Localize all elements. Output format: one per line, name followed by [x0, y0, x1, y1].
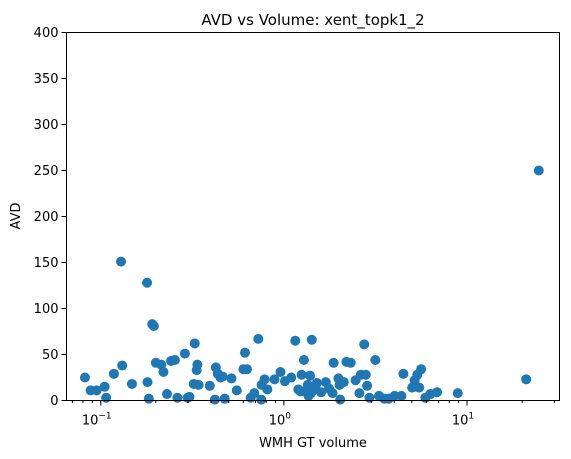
x-axis-label: WMH GT volume: [259, 436, 367, 451]
data-point-52: [290, 335, 301, 346]
data-point-72: [335, 394, 346, 405]
data-point-49: [275, 366, 286, 377]
x-tick-label-2: 101: [452, 412, 474, 429]
data-point-6: [116, 256, 127, 267]
data-point-5: [108, 368, 119, 379]
data-point-9: [142, 277, 153, 288]
data-point-89: [398, 368, 409, 379]
chart-title: AVD vs Volume: xent_topk1_2: [201, 11, 424, 30]
data-point-69: [328, 357, 339, 368]
y-tick-label-5: 250: [34, 164, 59, 179]
data-point-23: [184, 391, 195, 402]
data-point-55: [296, 369, 307, 380]
data-point-29: [204, 380, 215, 391]
y-tick-label-0: 0: [50, 394, 58, 409]
data-point-30: [209, 394, 220, 405]
data-point-51: [286, 372, 297, 383]
data-point-11: [143, 393, 154, 404]
data-point-47: [262, 384, 273, 395]
data-point-99: [521, 374, 532, 385]
data-point-79: [359, 339, 370, 350]
data-point-7: [117, 360, 128, 371]
y-tick-label-6: 300: [34, 118, 59, 133]
data-point-10: [142, 377, 153, 388]
data-point-56: [298, 355, 309, 366]
data-point-93: [414, 382, 425, 393]
data-point-4: [101, 392, 112, 403]
data-point-8: [126, 378, 137, 389]
data-point-39: [239, 347, 250, 358]
data-point-17: [162, 389, 172, 400]
data-point-16: [158, 366, 169, 377]
data-point-34: [217, 371, 228, 382]
data-point-3: [99, 381, 110, 392]
data-point-83: [370, 355, 381, 366]
y-tick-label-8: 400: [34, 26, 59, 41]
data-point-35: [219, 393, 230, 404]
y-axis-label: AVD: [9, 203, 24, 230]
x-tick-label-0: 10−1: [82, 412, 112, 429]
data-point-88: [396, 390, 407, 401]
data-point-43: [253, 333, 264, 344]
data-point-64: [311, 378, 322, 389]
data-point-2: [91, 385, 102, 396]
data-point-65: [316, 387, 327, 398]
data-point-27: [192, 359, 203, 370]
data-point-19: [169, 355, 180, 366]
y-tick-label-3: 150: [34, 256, 59, 271]
data-point-42: [249, 388, 260, 399]
data-point-48: [269, 374, 280, 385]
data-point-68: [327, 388, 338, 399]
data-point-21: [179, 348, 190, 359]
data-point-60: [305, 370, 316, 381]
data-point-58: [302, 379, 313, 390]
data-point-0: [79, 372, 90, 383]
data-point-44: [256, 394, 267, 405]
data-point-97: [432, 387, 443, 398]
y-tick-label-4: 200: [34, 210, 59, 225]
plot-frame: [66, 32, 560, 401]
ticks-layer: 0 50 100 150 200 250 300 350 400 10−1 100 101: [34, 26, 555, 429]
x-tick-label-1: 100: [269, 412, 292, 429]
data-point-36: [226, 373, 237, 384]
data-point-80: [360, 369, 371, 380]
data-point-40: [242, 364, 253, 375]
data-point-13: [148, 320, 159, 331]
data-point-77: [354, 388, 365, 399]
y-tick-label-2: 100: [34, 302, 59, 317]
data-point-81: [362, 380, 373, 391]
data-point-94: [416, 364, 427, 375]
data-point-25: [189, 338, 200, 349]
data-point-28: [193, 379, 204, 390]
data-point-62: [306, 334, 317, 345]
data-point-73: [338, 377, 349, 388]
y-tick-label-1: 50: [42, 348, 59, 363]
y-tick-label-7: 350: [34, 72, 59, 87]
data-point-98: [452, 388, 463, 399]
data-point-100: [533, 165, 544, 176]
data-point-75: [345, 357, 356, 368]
marks-layer: [79, 165, 544, 405]
data-point-37: [231, 385, 242, 396]
data-point-20: [172, 392, 183, 403]
data-point-46: [259, 374, 270, 385]
data-point-82: [364, 392, 375, 403]
